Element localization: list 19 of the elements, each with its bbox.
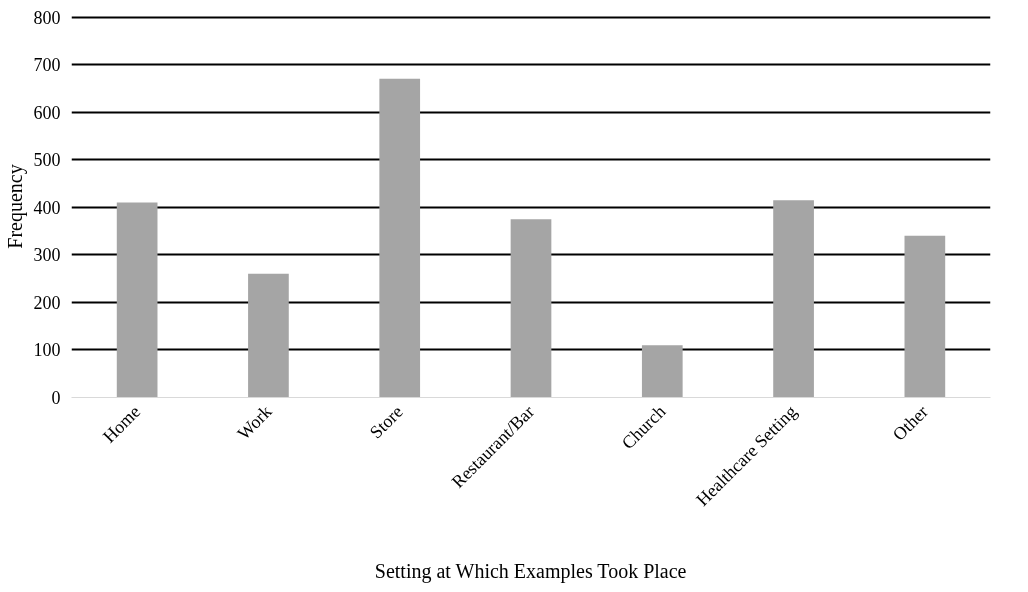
bar xyxy=(510,219,552,398)
bar xyxy=(116,202,158,398)
y-tick-label: 100 xyxy=(33,340,61,361)
y-tick-label: 400 xyxy=(33,197,61,218)
bar xyxy=(379,78,421,398)
y-tick-label: 800 xyxy=(33,7,61,28)
y-tick-label: 300 xyxy=(33,245,61,266)
bar xyxy=(248,273,289,398)
x-axis-title: Setting at Which Examples Took Place xyxy=(374,560,687,583)
y-tick-label: 0 xyxy=(51,388,61,408)
x-tick-label: Store xyxy=(365,401,407,443)
y-tick-label: 600 xyxy=(33,102,61,123)
bar xyxy=(641,345,683,398)
y-tick-label: 500 xyxy=(33,150,61,171)
y-axis-title: Frequency xyxy=(3,164,27,249)
y-tick-label: 700 xyxy=(33,55,61,76)
bar xyxy=(773,200,814,398)
bar xyxy=(904,235,946,398)
y-tick-label: 200 xyxy=(33,292,61,313)
